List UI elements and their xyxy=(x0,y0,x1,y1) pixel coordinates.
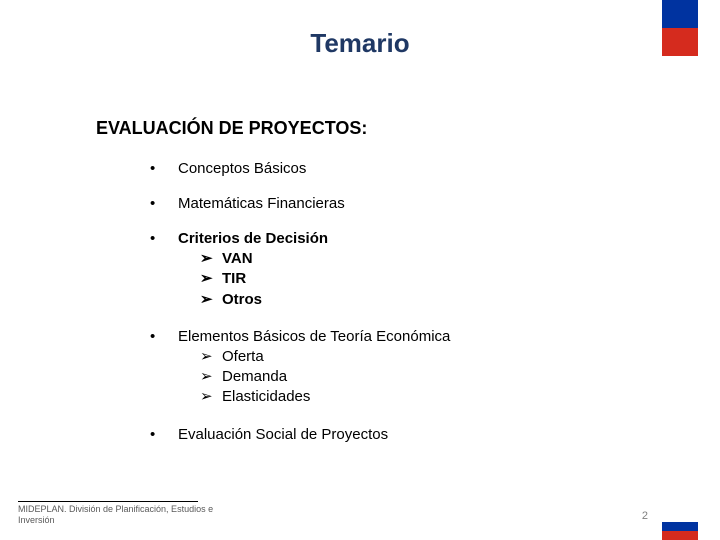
sub-list-item: ➢Otros xyxy=(200,290,328,310)
sub-list: ➢VAN➢TIR➢Otros xyxy=(200,249,328,310)
bullet-icon: • xyxy=(150,160,178,177)
list-item: •Criterios de Decisión➢VAN➢TIR➢Otros xyxy=(150,230,630,310)
list-item: •Matemáticas Financieras xyxy=(150,195,630,212)
chevron-right-icon: ➢ xyxy=(200,249,222,269)
flag-stripe-blue xyxy=(662,0,698,28)
list-item: •Conceptos Básicos xyxy=(150,160,630,177)
list-item-body: Evaluación Social de Proyectos xyxy=(178,426,388,443)
footer-text: MIDEPLAN. División de Planificación, Est… xyxy=(18,504,238,527)
chevron-right-icon: ➢ xyxy=(200,269,222,289)
section-heading: EVALUACIÓN DE PROYECTOS: xyxy=(96,118,367,139)
list-item-label: Matemáticas Financieras xyxy=(178,195,345,212)
chevron-right-icon: ➢ xyxy=(200,290,222,310)
sub-list-item: ➢TIR xyxy=(200,269,328,289)
flag-stripe-blue xyxy=(662,522,698,531)
list-item-label: Criterios de Decisión xyxy=(178,230,328,247)
sub-list: ➢Oferta➢Demanda➢Elasticidades xyxy=(200,347,450,408)
bullet-icon: • xyxy=(150,426,178,443)
chevron-right-icon: ➢ xyxy=(200,367,222,387)
list-item-body: Criterios de Decisión➢VAN➢TIR➢Otros xyxy=(178,230,328,310)
flag-accent-bottom xyxy=(662,522,698,540)
chevron-right-icon: ➢ xyxy=(200,347,222,367)
bullet-icon: • xyxy=(150,328,178,345)
list-item-label: Conceptos Básicos xyxy=(178,160,306,177)
chevron-right-icon: ➢ xyxy=(200,387,222,407)
footer: MIDEPLAN. División de Planificación, Est… xyxy=(18,501,238,527)
sub-list-item-label: Oferta xyxy=(222,347,264,367)
list-item-body: Conceptos Básicos xyxy=(178,160,306,177)
sub-list-item: ➢Oferta xyxy=(200,347,450,367)
sub-list-item: ➢VAN xyxy=(200,249,328,269)
list-item-body: Matemáticas Financieras xyxy=(178,195,345,212)
list-item: •Elementos Básicos de Teoría Económica ➢O… xyxy=(150,328,630,408)
sub-list-item-label: TIR xyxy=(222,269,246,289)
sub-list-item-label: Demanda xyxy=(222,367,287,387)
list-item: •Evaluación Social de Proyectos xyxy=(150,426,630,443)
page-number: 2 xyxy=(642,510,648,522)
sub-list-item-label: Otros xyxy=(222,290,262,310)
sub-list-item: ➢Demanda xyxy=(200,367,450,387)
slide-title: Temario xyxy=(0,28,720,59)
list-item-body: Elementos Básicos de Teoría Económica ➢Of… xyxy=(178,328,450,408)
sub-list-item: ➢Elasticidades xyxy=(200,387,450,407)
list-item-label: Elementos Básicos de Teoría Económica xyxy=(178,328,450,345)
bullet-icon: • xyxy=(150,230,178,247)
footer-rule xyxy=(18,501,198,502)
flag-stripe-red xyxy=(662,531,698,540)
outline-list: •Conceptos Básicos•Matemáticas Financier… xyxy=(150,160,630,461)
sub-list-item-label: Elasticidades xyxy=(222,387,310,407)
bullet-icon: • xyxy=(150,195,178,212)
list-item-label: Evaluación Social de Proyectos xyxy=(178,426,388,443)
sub-list-item-label: VAN xyxy=(222,249,253,269)
